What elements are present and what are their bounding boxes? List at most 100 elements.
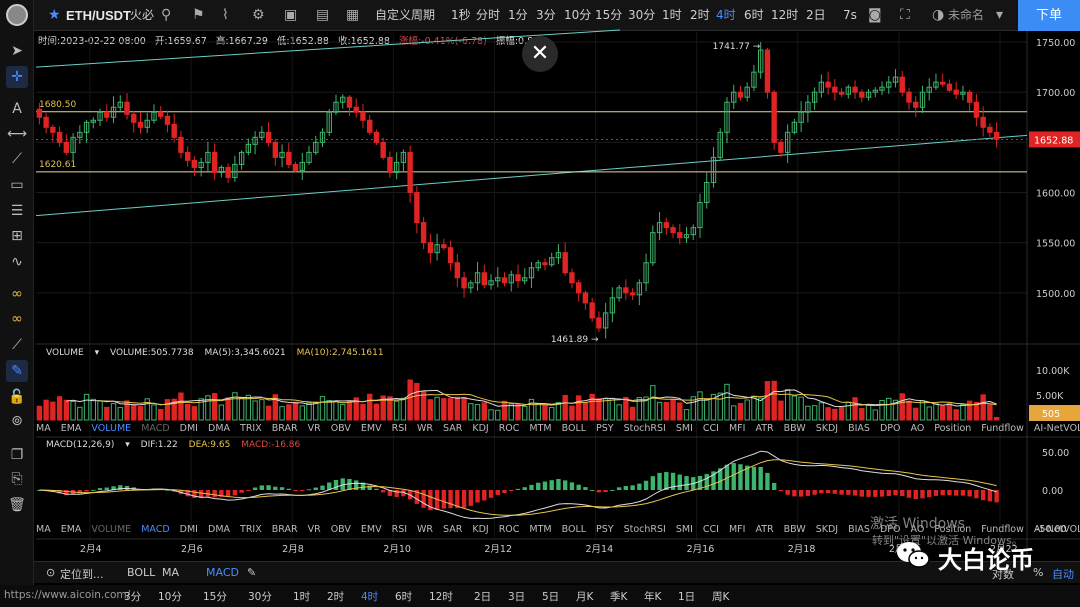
period-11[interactable]: 12时 [771, 8, 799, 22]
seconds-label[interactable]: 7s [843, 8, 857, 22]
account-name[interactable]: 未命名 [948, 8, 985, 22]
eye-icon[interactable]: ⊚ [11, 413, 23, 429]
indicator-tab-smi[interactable]: SMI [675, 524, 693, 535]
indicator-tab-ema[interactable]: EMA [60, 524, 82, 535]
period-5[interactable]: 15分 [595, 8, 623, 22]
volume-name[interactable]: VOLUME [46, 348, 84, 358]
indicator-tab-bbw[interactable]: BBW [783, 524, 806, 535]
indicator-tab-dpo[interactable]: DPO [879, 423, 901, 434]
edit-icon[interactable]: ✎ [247, 566, 257, 579]
indicator-tab-atr[interactable]: ATR [755, 524, 774, 535]
indicator-tab-atr[interactable]: ATR [755, 423, 774, 434]
order-button[interactable]: 下单 [1018, 0, 1080, 31]
indicator-tab-mtm[interactable]: MTM [529, 423, 552, 434]
wave-icon[interactable]: ∿ [11, 254, 23, 270]
chevron-down-icon[interactable]: ▾ [125, 440, 130, 450]
locate-button[interactable]: 定位到... [60, 568, 104, 581]
indicator-tab-macd[interactable]: MACD [141, 524, 170, 535]
indicator-tab-trix[interactable]: TRIX [240, 423, 262, 434]
period-6[interactable]: 30分 [628, 8, 656, 22]
indicator-tab-ma[interactable]: MA [36, 423, 51, 434]
indicator-tab-boll[interactable]: BOLL [561, 423, 587, 434]
indicator-tab-roc[interactable]: ROC [498, 524, 520, 535]
indicator-tab-dmi[interactable]: DMI [179, 423, 198, 434]
trend-line-icon[interactable]: ⟋ [12, 151, 22, 167]
indicator-tab-bias[interactable]: BIAS [848, 524, 870, 535]
timeframe-8[interactable]: 12时 [429, 591, 453, 603]
indicator-tab-vr[interactable]: VR [307, 524, 321, 535]
fib-icon[interactable]: ☰ [10, 203, 24, 219]
account-icon[interactable]: ◑ [932, 7, 945, 23]
rectangle-icon[interactable]: ▭ [10, 177, 24, 193]
macd-toggle[interactable]: MACD [206, 566, 239, 579]
indicator-tab-volume[interactable]: VOLUME [91, 423, 132, 434]
ma-toggle[interactable]: MA [162, 566, 180, 579]
indicator-tab-bbw[interactable]: BBW [783, 423, 806, 434]
favorite-star-icon[interactable]: ★ [48, 7, 61, 23]
trash-icon[interactable]: 🗑 [8, 497, 26, 513]
template-icon[interactable]: ▤ [316, 7, 330, 23]
indicator-tab-fundflow[interactable]: Fundflow [981, 524, 1024, 535]
timeframe-12[interactable]: 月K [576, 591, 594, 603]
timeframe-6[interactable]: 4时 [361, 591, 379, 603]
indicator-tab-ao[interactable]: AO [910, 423, 925, 434]
period-3[interactable]: 3分 [536, 8, 556, 22]
indicator-tab-kdj[interactable]: KDJ [472, 524, 489, 535]
indicator-tab-stochrsi[interactable]: StochRSI [623, 423, 666, 434]
link-icon[interactable]: ∞ [11, 311, 23, 327]
indicator-icon[interactable]: ⚑ [192, 7, 205, 23]
indicator-tab-emv[interactable]: EMV [360, 423, 382, 434]
timeframe-14[interactable]: 年K [644, 591, 662, 603]
timeframe-11[interactable]: 5日 [542, 591, 560, 603]
percent-toggle[interactable]: % [1033, 566, 1044, 579]
timeframe-3[interactable]: 30分 [248, 591, 272, 603]
cursor-icon[interactable]: ➤ [11, 43, 23, 59]
period-2[interactable]: 1分 [508, 8, 528, 22]
auto-scale-toggle[interactable]: 自动 [1052, 568, 1074, 581]
compare-icon[interactable]: ▦ [346, 7, 360, 23]
timeframe-13[interactable]: 季K [610, 591, 628, 603]
timeframe-9[interactable]: 2日 [474, 591, 492, 603]
chevron-down-icon[interactable]: ▾ [94, 348, 100, 358]
indicator-tab-boll[interactable]: BOLL [561, 524, 587, 535]
search-icon[interactable]: ⚲ [161, 7, 172, 23]
indicator-tab-ema[interactable]: EMA [60, 423, 82, 434]
indicator-tab-skdj[interactable]: SKDJ [815, 423, 839, 434]
indicator-tab-dma[interactable]: DMA [208, 524, 231, 535]
indicator-tab-mfi[interactable]: MFI [728, 423, 746, 434]
indicator-tab-dmi[interactable]: DMI [179, 524, 198, 535]
indicator-tab-kdj[interactable]: KDJ [472, 423, 489, 434]
indicator-tab-cci[interactable]: CCI [702, 423, 719, 434]
indicator-tab-brar[interactable]: BRAR [271, 423, 298, 434]
period-8[interactable]: 2时 [690, 8, 710, 22]
crosshair-icon[interactable]: ✛ [6, 66, 28, 88]
indicator-tab-sar[interactable]: SAR [443, 423, 463, 434]
indicator-tab-wr[interactable]: WR [417, 423, 434, 434]
indicator-tab-brar[interactable]: BRAR [271, 524, 298, 535]
indicator-tab-ma[interactable]: MA [36, 524, 51, 535]
indicator-tab-position[interactable]: Position [934, 423, 972, 434]
pen-icon[interactable]: ✎ [6, 360, 28, 382]
indicator-tab-rsi[interactable]: RSI [391, 423, 408, 434]
text-tool-icon[interactable]: A [12, 101, 22, 117]
layers-icon[interactable]: ❐ [10, 447, 24, 463]
period-1[interactable]: 分时 [476, 8, 501, 22]
lock-icon[interactable]: 🔓 [8, 389, 26, 405]
copy-icon[interactable]: ⎘ [11, 471, 23, 487]
timeframe-10[interactable]: 3日 [508, 591, 526, 603]
timeframe-4[interactable]: 1时 [293, 591, 311, 603]
boll-toggle[interactable]: BOLL [127, 566, 156, 579]
macd-name[interactable]: MACD(12,26,9) [46, 440, 115, 450]
indicator-tab-psy[interactable]: PSY [596, 423, 614, 434]
log-scale-toggle[interactable]: 对数 [992, 568, 1014, 581]
indicator-tab-mfi[interactable]: MFI [728, 524, 746, 535]
indicator-tab-mtm[interactable]: MTM [529, 524, 552, 535]
timeframe-15[interactable]: 1日 [678, 591, 696, 603]
custom-period-button[interactable]: 自定义周期 [375, 8, 436, 22]
indicator-tab-ai-netvol[interactable]: AI-NetVOL [1033, 423, 1080, 434]
locate-icon[interactable]: ⊙ [46, 566, 56, 579]
indicator-tab-wr[interactable]: WR [417, 524, 434, 535]
indicator-tab-obv[interactable]: OBV [330, 524, 351, 535]
timeframe-0[interactable]: 3分 [124, 591, 142, 603]
